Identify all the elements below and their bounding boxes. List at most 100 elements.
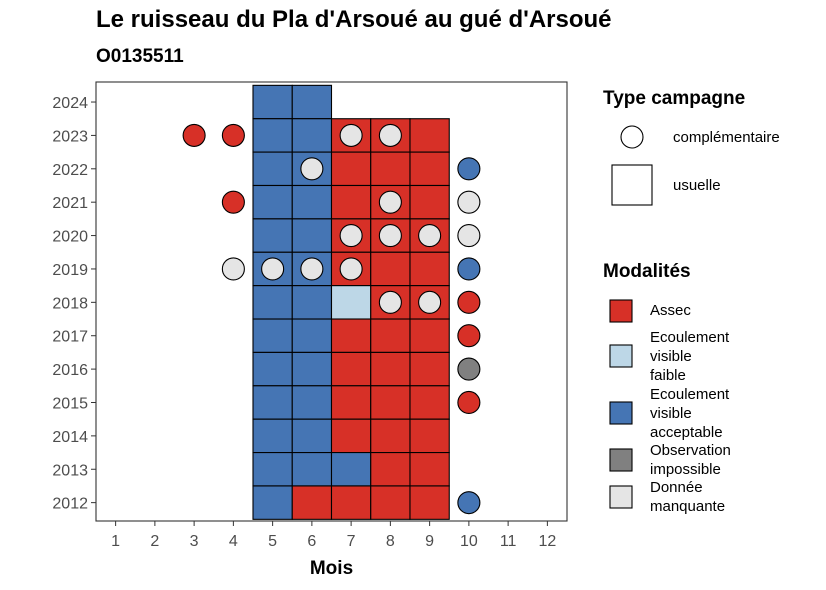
legend-modalite-label: Ecoulement visible faible bbox=[650, 328, 780, 385]
tile-2013-8 bbox=[370, 452, 411, 487]
tile-2014-8 bbox=[370, 418, 411, 454]
legend-key-4 bbox=[609, 485, 633, 509]
legend-modalite-line: Observation bbox=[650, 442, 731, 459]
tile-2017-5 bbox=[252, 318, 293, 353]
point-2020-8 bbox=[378, 224, 402, 248]
legend-modalite-line: faible bbox=[650, 367, 686, 384]
point-2022-6 bbox=[300, 157, 324, 181]
point-2018-9 bbox=[418, 290, 442, 314]
point-2023-8 bbox=[378, 123, 402, 147]
point-2020-10 bbox=[457, 224, 481, 248]
x-tick-label-8: 8 bbox=[386, 533, 395, 550]
chart-title: Le ruisseau du Pla d'Arsoué au gué d'Ars… bbox=[96, 6, 612, 33]
tile-2017-7 bbox=[330, 318, 372, 353]
y-tick-label-2020: 2020 bbox=[52, 229, 88, 246]
point-2023-4 bbox=[221, 123, 245, 147]
legend-modalites-title: Modalités bbox=[603, 261, 691, 282]
tile-2016-7 bbox=[330, 351, 372, 387]
tile-2015-8 bbox=[370, 385, 411, 420]
legend-modalite-line: Ecoulement bbox=[650, 386, 730, 403]
tile-2018-7 bbox=[330, 285, 372, 320]
tile-2020-6 bbox=[291, 218, 333, 253]
point-2023-7 bbox=[339, 123, 363, 147]
tile-2013-6 bbox=[291, 452, 333, 487]
legend-key-3 bbox=[609, 448, 633, 472]
y-tick-label-2014: 2014 bbox=[52, 429, 88, 446]
tile-2022-5 bbox=[252, 151, 293, 187]
point-2018-8 bbox=[378, 290, 402, 314]
x-tick-label-4: 4 bbox=[229, 533, 238, 550]
tile-2016-5 bbox=[252, 351, 293, 387]
tile-2016-9 bbox=[409, 351, 450, 387]
point-2021-4 bbox=[221, 190, 245, 214]
legend-modalite-label: Donnée manquante bbox=[650, 478, 780, 516]
y-tick-label-2012: 2012 bbox=[52, 496, 88, 513]
y-tick-label-2024: 2024 bbox=[52, 95, 88, 112]
y-tick-label-2019: 2019 bbox=[52, 262, 88, 279]
legend-modalite-label: Ecoulement visible acceptable bbox=[650, 385, 780, 442]
chart-subtitle: O0135511 bbox=[96, 46, 184, 67]
x-axis-label: Mois bbox=[310, 558, 353, 579]
tile-2015-5 bbox=[252, 385, 293, 420]
legend-modalite-line: visible bbox=[650, 405, 692, 422]
point-2018-10 bbox=[457, 290, 481, 314]
x-tick-label-12: 12 bbox=[538, 533, 556, 550]
tile-2014-5 bbox=[252, 418, 293, 454]
y-tick-label-2013: 2013 bbox=[52, 462, 88, 479]
legend-modalite-line: manquante bbox=[650, 498, 726, 515]
tile-2021-9 bbox=[409, 184, 450, 220]
point-2019-7 bbox=[339, 257, 363, 281]
legend-modalite-label: Assec bbox=[650, 301, 780, 320]
legend-type-label-circle: complémentaire bbox=[673, 129, 780, 146]
plot-border bbox=[95, 81, 568, 522]
point-2019-6 bbox=[300, 257, 324, 281]
y-tick-label-2022: 2022 bbox=[52, 162, 88, 179]
x-tick-label-9: 9 bbox=[425, 533, 434, 550]
tile-2013-9 bbox=[409, 452, 450, 487]
tile-2012-7 bbox=[330, 485, 372, 520]
tile-2013-7 bbox=[330, 452, 372, 487]
tile-2012-8 bbox=[370, 485, 411, 520]
point-2021-8 bbox=[378, 190, 402, 214]
y-tick-label-2021: 2021 bbox=[52, 195, 88, 212]
tile-2015-7 bbox=[330, 385, 372, 420]
tile-2017-9 bbox=[409, 318, 450, 353]
tile-2019-9 bbox=[409, 251, 450, 287]
tile-2013-5 bbox=[252, 452, 293, 487]
point-2021-10 bbox=[457, 190, 481, 214]
tile-2016-8 bbox=[370, 351, 411, 387]
tile-2012-6 bbox=[291, 485, 333, 520]
tile-2023-5 bbox=[252, 118, 293, 153]
tile-2021-5 bbox=[252, 184, 293, 220]
x-tick-label-6: 6 bbox=[307, 533, 316, 550]
y-tick-label-2018: 2018 bbox=[52, 295, 88, 312]
tile-2024-5 bbox=[252, 84, 293, 120]
tile-2018-6 bbox=[291, 285, 333, 320]
x-tick-label-11: 11 bbox=[500, 533, 517, 550]
tile-2015-6 bbox=[291, 385, 333, 420]
legend-modalite-line: acceptable bbox=[650, 424, 723, 441]
point-2022-10 bbox=[457, 157, 481, 181]
x-tick-label-10: 10 bbox=[460, 533, 478, 550]
tile-2014-9 bbox=[409, 418, 450, 454]
legend-modalite-label: Observation impossible bbox=[650, 441, 780, 479]
point-2012-10 bbox=[457, 491, 481, 515]
legend-key-2 bbox=[609, 401, 633, 425]
y-tick-label-2017: 2017 bbox=[52, 329, 88, 346]
tile-2012-9 bbox=[409, 485, 450, 520]
legend-modalite-line: Ecoulement bbox=[650, 329, 730, 346]
legend-type-label-square: usuelle bbox=[673, 177, 721, 194]
tile-2015-9 bbox=[409, 385, 450, 420]
tile-2022-7 bbox=[330, 151, 372, 187]
tile-2022-8 bbox=[370, 151, 411, 187]
tile-2024-6 bbox=[291, 84, 333, 120]
tile-2021-6 bbox=[291, 184, 333, 220]
y-tick-label-2016: 2016 bbox=[52, 362, 88, 379]
point-2016-10 bbox=[457, 357, 481, 381]
x-tick-label-2: 2 bbox=[150, 533, 159, 550]
tile-2014-7 bbox=[330, 418, 372, 454]
tile-2017-6 bbox=[291, 318, 333, 353]
legend-modalite-line: visible bbox=[650, 348, 692, 365]
tile-2018-5 bbox=[252, 285, 293, 320]
